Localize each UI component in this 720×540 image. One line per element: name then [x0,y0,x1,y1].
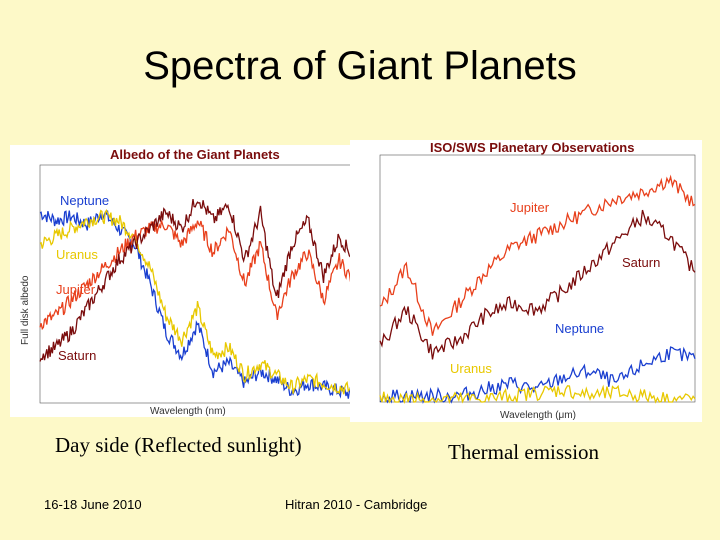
albedo-chart-svg: Albedo of the Giant Planets Wavelength (… [20,147,356,417]
footer-date: 16-18 June 2010 [44,497,142,512]
plot-frame [379,154,696,403]
albedo-chart: Albedo of the Giant Planets Wavelength (… [10,145,358,417]
thermal-chart-title: ISO/SWS Planetary Observations [430,140,634,155]
series-label-saturn: Saturn [58,348,96,363]
series-label-uranus: Uranus [56,247,98,262]
caption-thermal: Thermal emission [448,440,600,464]
series-line-saturn [379,209,696,360]
series-label-neptune: Neptune [60,193,109,208]
albedo-ylabel: Full disk albedo [20,275,31,345]
series-line-jupiter [39,220,356,331]
thermal-xlabel: Wavelength (μm) [500,410,576,421]
albedo-chart-title: Albedo of the Giant Planets [110,147,280,162]
albedo-xlabel: Wavelength (nm) [150,406,226,417]
footer-event: Hitran 2010 - Cambridge [285,497,428,512]
series-label-saturn: Saturn [622,255,660,270]
series-line-neptune [379,346,696,404]
series-label-uranus: Uranus [450,361,492,376]
thermal-chart-svg: ISO/SWS Planetary Observations Wavelengt… [379,140,696,421]
series-label-jupiter: Jupiter [56,282,96,297]
series-line-uranus [39,209,356,396]
caption-reflected: Day side (Reflected sunlight) [55,433,302,457]
series-label-neptune: Neptune [555,321,604,336]
series-line-jupiter [379,174,696,336]
slide-title: Spectra of Giant Planets [143,44,577,88]
series-line-saturn [39,199,356,362]
series-label-jupiter: Jupiter [510,200,550,215]
series-line-uranus [379,384,696,405]
thermal-chart: ISO/SWS Planetary Observations Wavelengt… [350,140,702,422]
